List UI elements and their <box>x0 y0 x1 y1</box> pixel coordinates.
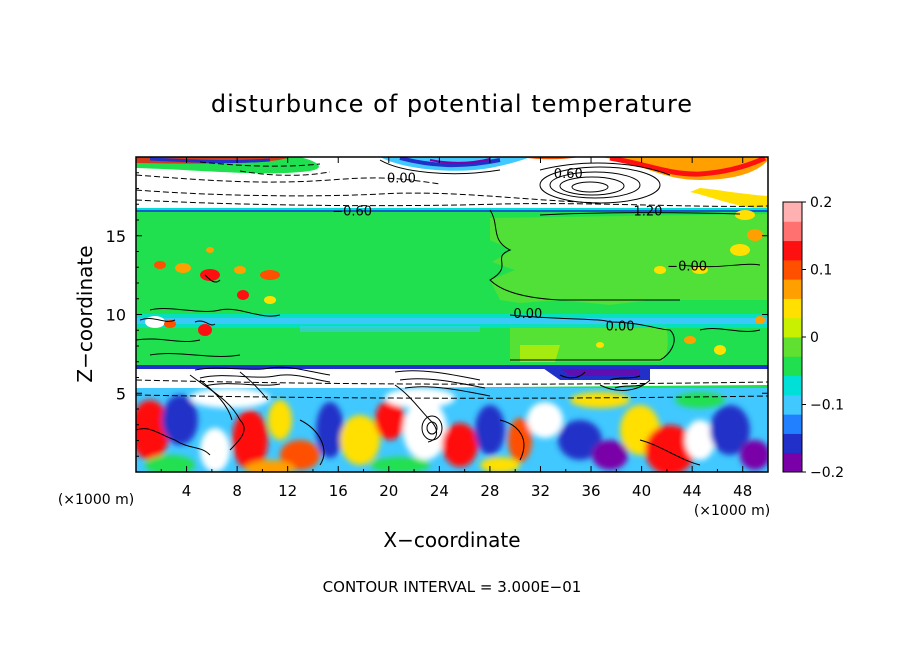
x-tick-label: 8 <box>232 482 242 500</box>
x-tick-label: 24 <box>430 482 449 500</box>
colorbar-tick-label: 0 <box>810 330 819 346</box>
y-axis: 5 10 15 <box>106 172 768 457</box>
contour-label: −0.60 <box>332 205 372 220</box>
contour-label: −0.00 <box>667 260 707 275</box>
x-unit-label: (×1000 m) <box>694 503 770 519</box>
contour-label: 0.60 <box>554 167 583 182</box>
x-tick-label: 40 <box>632 482 651 500</box>
x-tick-label: 44 <box>683 482 702 500</box>
colorbar-swatch <box>783 433 802 454</box>
upper-band <box>136 157 768 210</box>
x-tick-label: 32 <box>531 482 550 500</box>
x-tick-label: 16 <box>329 482 348 500</box>
colorbar-swatch <box>783 375 802 396</box>
colorbar-tick-label: 0.1 <box>810 263 832 279</box>
contour-label: 0.00 <box>606 320 635 335</box>
y-axis-label: Z−coordinate <box>73 245 97 382</box>
colorbar-swatch <box>783 259 802 280</box>
colorbar-swatch <box>783 317 802 338</box>
plot-area: 0.00 0.60 −0.60 1.20 −0.00 0.00 0.00 <box>136 157 768 472</box>
y-tick-label: 15 <box>106 227 126 246</box>
mid-patch <box>490 214 768 305</box>
colorbar-swatch <box>783 279 802 299</box>
contour-label: 0.00 <box>387 171 416 186</box>
x-tick-label: 4 <box>182 482 192 500</box>
colorbar-swatch <box>783 202 802 222</box>
contour-label: 1.20 <box>633 205 662 220</box>
colorbar-swatch <box>783 356 802 377</box>
x-tick-label: 12 <box>278 482 297 500</box>
colorbar-tick-label: 0.2 <box>810 195 832 211</box>
x-tick-label: 36 <box>581 482 600 500</box>
x-axis-label: X−coordinate <box>383 528 520 552</box>
colorbar-swatch <box>783 452 802 473</box>
convective-cells <box>145 210 765 355</box>
colorbar-swatch <box>783 394 802 415</box>
chart-title: disturbunce of potential temperature <box>211 90 693 118</box>
tropopause-band <box>136 208 768 212</box>
y-tick-label: 5 <box>116 384 126 403</box>
colorbar-swatch <box>783 221 802 242</box>
x-axis: 4 8 12 16 20 24 28 32 36 40 44 48 <box>160 157 752 500</box>
x-tick-label: 20 <box>379 482 398 500</box>
x-tick-label: 28 <box>480 482 499 500</box>
x-tick-label: 48 <box>733 482 752 500</box>
contour-clusters <box>139 274 646 401</box>
colorbar-tick-label: −0.2 <box>810 465 844 481</box>
contour-label: 0.00 <box>513 307 542 322</box>
contour-interval-note: CONTOUR INTERVAL = 3.000E−01 <box>323 578 582 596</box>
colorbar-swatch <box>783 337 802 357</box>
contour-lines <box>136 159 768 466</box>
colorbar-swatch <box>783 298 802 319</box>
y-unit-label: (×1000 m) <box>58 492 134 508</box>
contour-labels: 0.00 0.60 −0.60 1.20 −0.00 0.00 0.00 <box>332 167 707 335</box>
colorbar-tick-label: −0.1 <box>810 398 844 414</box>
colorbar: 0.2 0.1 0 −0.1 −0.2 <box>782 195 844 481</box>
y-tick-label: 10 <box>106 306 126 325</box>
colorbar-swatch <box>783 414 802 434</box>
colorbar-swatch <box>783 240 802 261</box>
